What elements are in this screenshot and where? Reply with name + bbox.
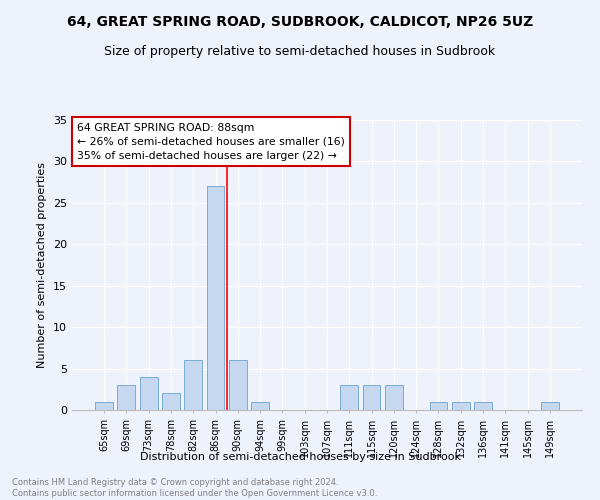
Text: Contains HM Land Registry data © Crown copyright and database right 2024.
Contai: Contains HM Land Registry data © Crown c… bbox=[12, 478, 377, 498]
Bar bbox=[385, 385, 403, 410]
Bar bbox=[162, 394, 180, 410]
Bar bbox=[140, 377, 158, 410]
Text: 64 GREAT SPRING ROAD: 88sqm
← 26% of semi-detached houses are smaller (16)
35% o: 64 GREAT SPRING ROAD: 88sqm ← 26% of sem… bbox=[77, 123, 345, 161]
Bar bbox=[541, 402, 559, 410]
Bar bbox=[184, 360, 202, 410]
Bar bbox=[430, 402, 448, 410]
Bar bbox=[229, 360, 247, 410]
Bar bbox=[362, 385, 380, 410]
Bar bbox=[95, 402, 113, 410]
Y-axis label: Number of semi-detached properties: Number of semi-detached properties bbox=[37, 162, 47, 368]
Bar bbox=[251, 402, 269, 410]
Bar bbox=[206, 186, 224, 410]
Bar bbox=[474, 402, 492, 410]
Text: Size of property relative to semi-detached houses in Sudbrook: Size of property relative to semi-detach… bbox=[104, 45, 496, 58]
Text: 64, GREAT SPRING ROAD, SUDBROOK, CALDICOT, NP26 5UZ: 64, GREAT SPRING ROAD, SUDBROOK, CALDICO… bbox=[67, 15, 533, 29]
Bar bbox=[118, 385, 136, 410]
Text: Distribution of semi-detached houses by size in Sudbrook: Distribution of semi-detached houses by … bbox=[139, 452, 461, 462]
Bar bbox=[340, 385, 358, 410]
Bar bbox=[452, 402, 470, 410]
